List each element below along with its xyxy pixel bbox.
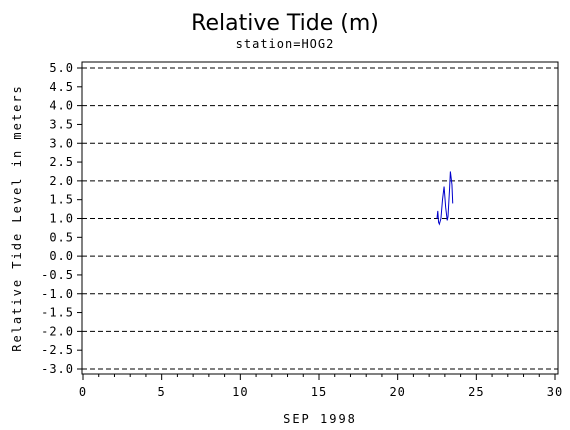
x-axis: 0 5 10 15 20 25 30 [79, 374, 563, 399]
y-tick-label: 1.5 [49, 193, 74, 207]
x-tick-label: 20 [389, 385, 405, 399]
x-axis-label: SEP 1998 [283, 412, 357, 426]
y-tick-label: 4.0 [49, 99, 74, 113]
y-tick-label: 0.0 [49, 249, 74, 263]
series-group [436, 171, 454, 226]
x-tick-label: 25 [468, 385, 484, 399]
y-tick-label: 3.0 [49, 136, 74, 150]
y-axis: 5.0 4.5 4.0 3.5 3.0 2.5 2.0 1.5 1.0 0.5 0.0 -0.5 -1.… [41, 61, 82, 376]
y-tick-label: 5.0 [49, 61, 74, 75]
y-tick-label: -2.0 [41, 324, 74, 338]
y-tick-label: 2.0 [49, 174, 74, 188]
grid-lines [82, 67, 558, 370]
y-tick-label: -2.5 [41, 343, 74, 357]
tide-series-line [436, 171, 454, 226]
y-axis-label: Relative Tide Level in meters [10, 84, 24, 352]
y-tick-label: -1.0 [41, 287, 74, 301]
y-tick-label: 0.5 [49, 230, 74, 244]
x-tick-label: 5 [158, 385, 166, 399]
y-tick-label: 3.5 [49, 117, 74, 131]
y-tick-label: -0.5 [41, 268, 74, 282]
x-tick-label: 0 [79, 385, 87, 399]
y-tick-label: -3.0 [41, 362, 74, 376]
x-tick-label: 30 [547, 385, 563, 399]
chart-title: Relative Tide (m) [191, 11, 379, 36]
y-tick-label: 4.5 [49, 80, 74, 94]
y-tick-label: 2.5 [49, 155, 74, 169]
x-tick-label: 15 [311, 385, 327, 399]
chart-subtitle: station=HOG2 [236, 37, 335, 51]
y-tick-label: -1.5 [41, 306, 74, 320]
y-tick-label: 1.0 [49, 212, 74, 226]
x-tick-label: 10 [232, 385, 248, 399]
